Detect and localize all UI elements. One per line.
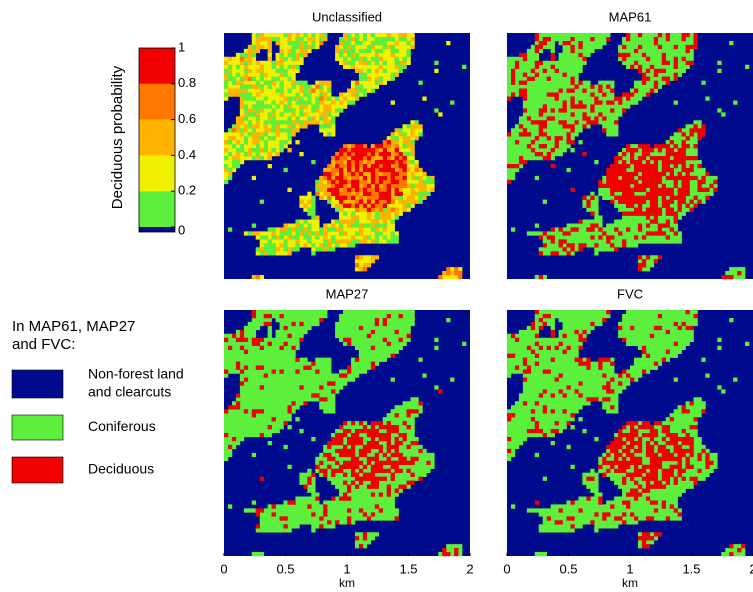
- colorbar-segment: [139, 191, 175, 227]
- map-panel: [507, 33, 753, 280]
- x-tick-label: 0: [220, 561, 227, 576]
- x-tick-label: 0: [503, 561, 510, 576]
- x-tick-label: 1.5: [682, 561, 700, 576]
- x-tick-label: 2: [749, 561, 753, 576]
- legend-label: Coniferous: [88, 418, 156, 434]
- colorbar-tick-label: 0: [178, 222, 185, 237]
- map-panel: [507, 310, 753, 557]
- x-tick-label: 1.5: [399, 561, 417, 576]
- colorbar-segment: [139, 155, 175, 192]
- map-panel: [224, 33, 470, 280]
- legend-label: Non-forest land: [88, 366, 184, 382]
- colorbar-label: Deciduous probability: [109, 65, 126, 209]
- map-cells: [507, 33, 750, 280]
- colorbar-base: [139, 227, 175, 232]
- x-tick-label: 0.5: [276, 561, 294, 576]
- legend-swatch: [11, 456, 64, 484]
- colorbar-tick-label: 0.6: [178, 111, 196, 126]
- colorbar-segment: [139, 119, 175, 156]
- map-cells: [224, 310, 459, 557]
- map-panel: [224, 310, 470, 557]
- map-cells: [507, 310, 746, 557]
- colorbar-frame: [138, 47, 176, 233]
- map-cells: [224, 33, 467, 256]
- legend-swatch: [11, 414, 64, 441]
- panel-title: MAP61: [609, 9, 652, 24]
- map-cells: [224, 33, 455, 280]
- legend-title: In MAP61, MAP27: [12, 318, 135, 335]
- panel-title: FVC: [617, 286, 643, 301]
- legend-label: and clearcuts: [88, 384, 171, 400]
- x-axis-label: km: [622, 576, 638, 590]
- legend-title: and FVC:: [12, 336, 75, 353]
- colorbar-segment: [139, 48, 175, 84]
- map-cells: [224, 310, 467, 557]
- x-axis-label: km: [339, 576, 355, 590]
- x-tick-label: 2: [466, 561, 473, 576]
- map-cells: [323, 140, 407, 212]
- panel-title: MAP27: [326, 286, 369, 301]
- colorbar-tick-label: 1: [178, 39, 185, 54]
- x-tick-label: 1: [626, 561, 633, 576]
- map-cells: [507, 33, 742, 280]
- colorbar-tick-label: 0.4: [178, 147, 196, 162]
- legend-label: Deciduous: [88, 461, 154, 477]
- colorbar-segment: [139, 83, 175, 120]
- legend-swatch: [11, 369, 64, 399]
- x-tick-label: 0.5: [559, 561, 577, 576]
- x-tick-label: 1: [343, 561, 350, 576]
- colorbar-tick-label: 0.2: [178, 183, 196, 198]
- panel-title: Unclassified: [312, 9, 382, 24]
- colorbar-tick-label: 0.8: [178, 75, 196, 90]
